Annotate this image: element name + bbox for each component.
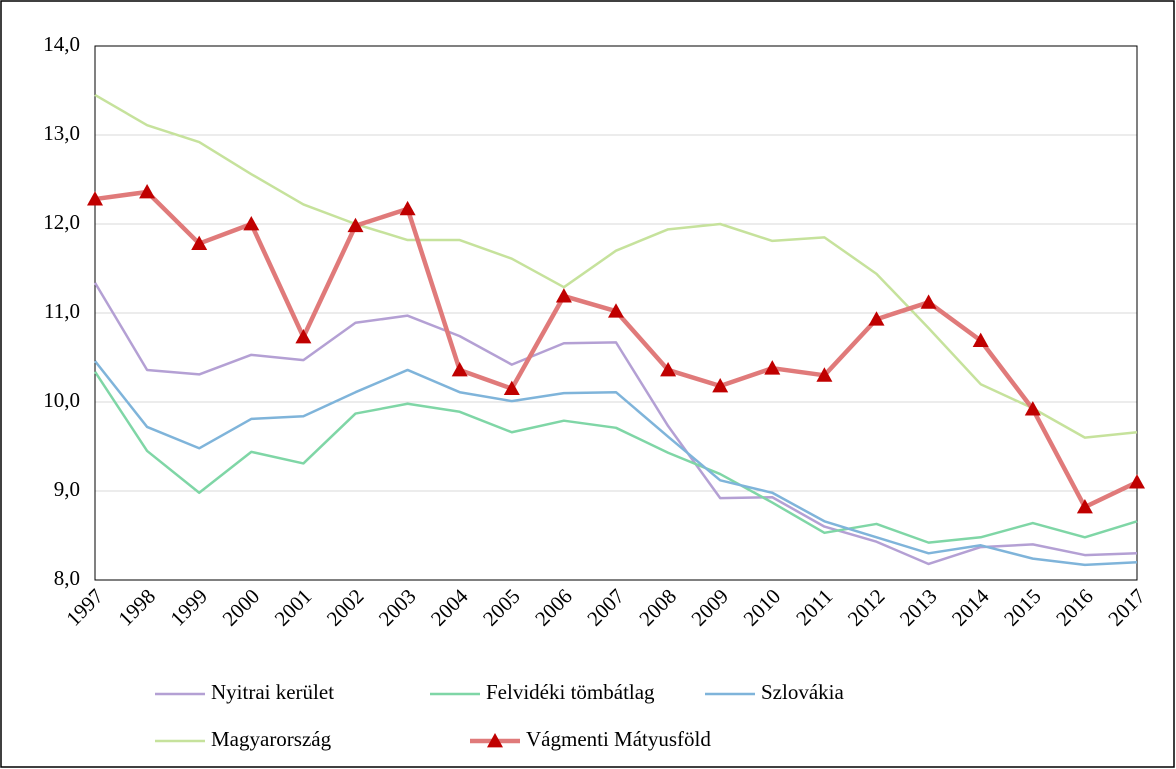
marker <box>816 367 833 382</box>
y-tick-label: 10,0 <box>43 388 80 412</box>
marker <box>191 235 208 250</box>
marker <box>920 294 937 309</box>
marker <box>243 216 260 231</box>
marker <box>399 200 416 216</box>
legend-marker <box>487 733 503 748</box>
y-tick-label: 11,0 <box>44 299 80 323</box>
legend-label: Szlovákia <box>761 680 844 704</box>
series-line <box>93 282 1138 566</box>
legend-label: Magyarország <box>211 727 332 751</box>
marker <box>451 361 468 377</box>
series-line <box>93 371 1138 544</box>
legend-label: Felvidéki tömbátlag <box>486 680 655 704</box>
marker <box>1024 401 1041 416</box>
y-tick-label: 13,0 <box>43 121 80 145</box>
marker <box>712 377 729 393</box>
y-tick-label: 12,0 <box>43 210 80 234</box>
marker <box>764 360 781 375</box>
marker <box>608 303 624 318</box>
marker <box>972 332 989 347</box>
marker <box>139 183 156 199</box>
marker <box>1129 474 1145 489</box>
marker <box>503 380 520 396</box>
marker <box>87 191 103 206</box>
y-tick-label: 8,0 <box>54 566 80 590</box>
legend-label: Vágmenti Mátyusföld <box>526 727 711 751</box>
y-tick-label: 14,0 <box>43 32 80 56</box>
plot-frame <box>94 45 1138 581</box>
y-tick-label: 9,0 <box>54 477 80 501</box>
series-line <box>94 360 1138 567</box>
legend-label: Nyitrai kerület <box>211 680 334 704</box>
marker <box>295 329 312 344</box>
marker <box>555 288 572 303</box>
marker <box>660 361 677 377</box>
marker <box>347 217 364 233</box>
marker <box>868 311 885 326</box>
series-line <box>94 93 1138 439</box>
marker <box>1076 499 1093 514</box>
